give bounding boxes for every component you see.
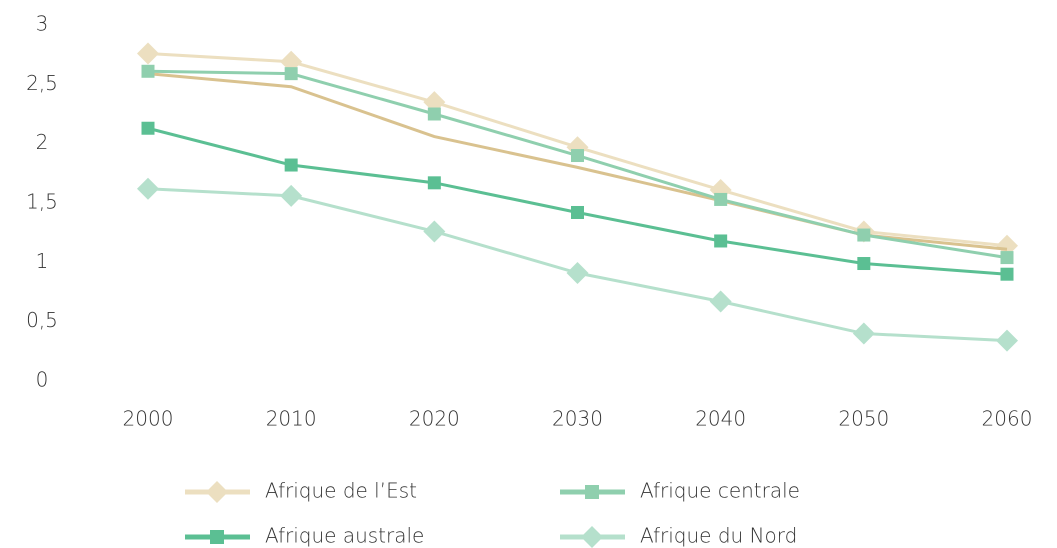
legend-label: Afrique australe [265, 524, 424, 548]
point [571, 205, 584, 219]
legend-marker [581, 526, 603, 548]
point [137, 42, 159, 65]
series [141, 64, 1014, 265]
point [1000, 267, 1014, 281]
point [284, 158, 298, 172]
x-tick-label: 2030 [552, 407, 603, 431]
point [141, 64, 155, 78]
point [857, 257, 871, 271]
y-tick-label: 1 [36, 249, 49, 273]
legend-label: Afrique centrale [640, 479, 800, 503]
point [427, 176, 441, 190]
point [714, 234, 728, 248]
point [571, 149, 584, 163]
y-tick-label: 0 [36, 368, 49, 392]
point [280, 184, 303, 207]
y-tick-label: 3 [36, 12, 49, 36]
point [709, 290, 732, 313]
legend-label: Afrique du Nord [640, 524, 797, 548]
x-tick-label: 2060 [982, 407, 1033, 431]
point [996, 329, 1018, 352]
point [566, 262, 589, 285]
x-tick-label: 2000 [123, 407, 174, 431]
point [427, 107, 441, 121]
y-tick-label: 2,5 [26, 71, 58, 95]
legend-item: Afrique du Nord [560, 524, 797, 548]
legend-marker [206, 481, 228, 503]
y-tick-label: 1,5 [26, 190, 58, 214]
y-tick-label: 0,5 [26, 308, 58, 332]
legend-item: Afrique australe [185, 524, 424, 548]
x-tick-label: 2040 [695, 407, 746, 431]
line [147, 69, 1008, 260]
point [1000, 251, 1014, 265]
point [284, 67, 298, 81]
series [137, 177, 1018, 352]
point [852, 322, 875, 345]
x-tick-label: 2020 [409, 407, 460, 431]
point [714, 192, 728, 206]
point [137, 177, 159, 200]
point [423, 220, 446, 243]
x-tick-label: 2010 [266, 407, 317, 431]
point [141, 121, 155, 135]
legend-item: Afrique centrale [560, 479, 800, 503]
legend-label: Afrique de l’Est [265, 479, 417, 503]
x-tick-label: 2050 [838, 407, 889, 431]
legend-item: Afrique de l’Est [185, 479, 417, 503]
series [141, 121, 1014, 281]
legend-marker [210, 530, 224, 544]
y-tick-label: 2 [36, 130, 49, 154]
legend-marker [585, 485, 599, 499]
point [857, 228, 871, 242]
